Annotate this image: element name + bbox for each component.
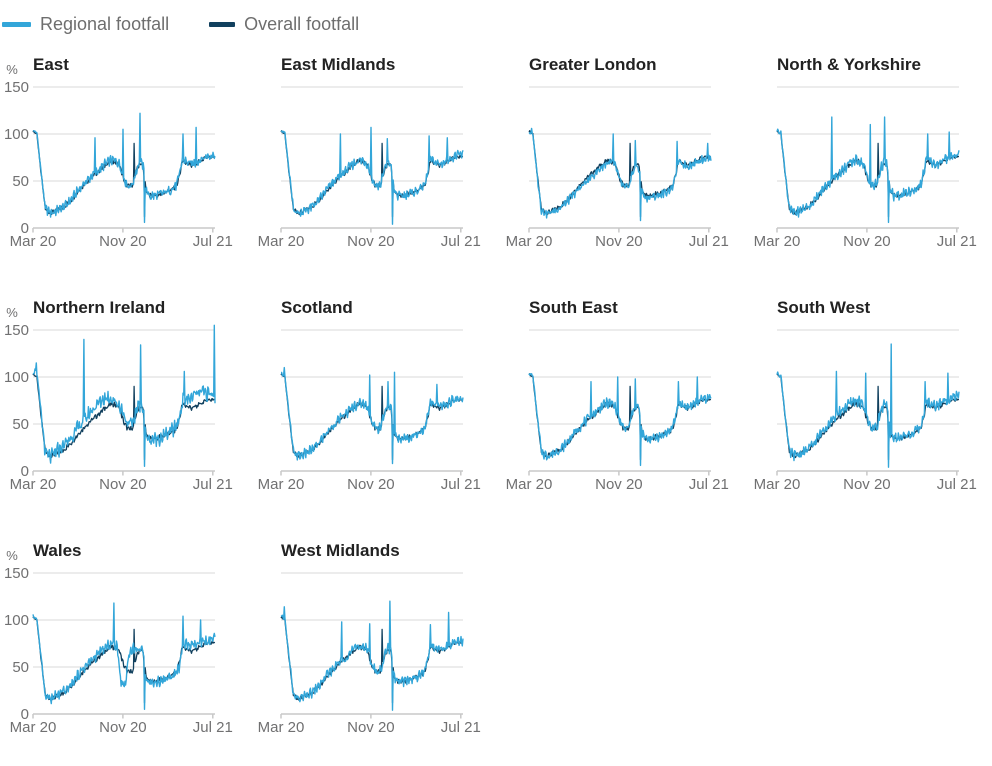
x-tick-label: Mar 20 <box>506 233 553 250</box>
x-tick-label: Jul 21 <box>937 476 977 493</box>
regional-footfall-line <box>32 324 216 468</box>
panel-title-wales: Wales <box>33 541 82 560</box>
panel-title-northern-ireland: Northern Ireland <box>33 298 166 317</box>
panel-title-east: East <box>33 55 69 74</box>
regional-footfall-line <box>280 126 464 225</box>
y-axis-unit-label: % <box>6 305 18 320</box>
x-tick-label: Nov 20 <box>347 476 395 493</box>
y-tick-label: 100 <box>4 126 29 143</box>
x-tick-label: Mar 20 <box>10 719 57 736</box>
x-tick-label: Jul 21 <box>441 476 481 493</box>
panel-south-west: South West Mar 20 Nov 20 Jul 21 <box>744 298 992 496</box>
panel-title-greater-london: Greater London <box>529 55 657 74</box>
y-tick-label: 100 <box>4 612 29 629</box>
y-tick-label: 0 <box>21 220 29 237</box>
panel-east: East Mar 20 Nov 20 Jul 21% 0 50 100 150 <box>0 55 248 253</box>
x-tick-label: Mar 20 <box>258 476 305 493</box>
x-tick-label: Jul 21 <box>689 233 729 250</box>
panel-plot-north-yorkshire: Mar 20 Nov 20 Jul 21 <box>754 86 977 250</box>
panel-title-south-east: South East <box>529 298 618 317</box>
overall-line-swatch-icon <box>209 21 236 27</box>
y-tick-label: 50 <box>12 416 29 433</box>
x-tick-label: Nov 20 <box>99 476 147 493</box>
panel-greater-london: Greater London Mar 20 Nov 20 Jul 21 <box>496 55 744 253</box>
x-tick-label: Jul 21 <box>937 233 977 250</box>
overall-footfall-line <box>776 130 960 218</box>
x-tick-label: Mar 20 <box>506 476 553 493</box>
panel-title-north-yorkshire: North & Yorkshire <box>777 55 921 74</box>
regional-footfall-line <box>281 366 464 465</box>
legend-item-regional: Regional footfall <box>2 13 169 35</box>
y-tick-label: 50 <box>12 173 29 190</box>
regional-line-swatch-icon <box>2 21 31 27</box>
x-tick-label: Jul 21 <box>689 476 729 493</box>
regional-footfall-line <box>32 112 216 224</box>
legend-label-overall: Overall footfall <box>244 14 360 34</box>
panel-west-midlands: West Midlands Mar 20 Nov 20 Jul 21 <box>248 541 496 739</box>
x-tick-label: Jul 21 <box>441 233 481 250</box>
x-tick-label: Mar 20 <box>754 476 801 493</box>
overall-footfall-line <box>528 373 712 461</box>
panel-northern-ireland: Northern Ireland Mar 20 Nov 20 Jul 21% 0 50 10… <box>0 298 248 496</box>
overall-footfall-line <box>280 616 464 704</box>
x-tick-label: Nov 20 <box>347 233 395 250</box>
regional-footfall-line <box>528 127 712 222</box>
overall-footfall-line <box>280 373 464 461</box>
panel-plot-east: Mar 20 Nov 20 Jul 21% 0 50 100 150 <box>4 62 233 250</box>
x-tick-label: Mar 20 <box>258 719 305 736</box>
x-tick-label: Nov 20 <box>347 719 395 736</box>
x-tick-label: Mar 20 <box>754 233 801 250</box>
panel-north-yorkshire: North & Yorkshire Mar 20 Nov 20 Jul 21 <box>744 55 992 253</box>
panel-plot-scotland: Mar 20 Nov 20 Jul 21 <box>258 329 481 493</box>
chart-legend: Regional footfall Overall footfall <box>0 0 992 36</box>
regional-footfall-line <box>280 600 464 711</box>
regional-footfall-line <box>776 116 960 224</box>
x-tick-label: Nov 20 <box>99 719 147 736</box>
regional-footfall-line <box>528 372 712 467</box>
legend-label-regional: Regional footfall <box>40 14 170 34</box>
y-tick-label: 100 <box>4 369 29 386</box>
x-tick-label: Mar 20 <box>258 233 305 250</box>
y-tick-label: 150 <box>4 322 29 339</box>
panel-plot-northern-ireland: Mar 20 Nov 20 Jul 21% 0 50 100 150 <box>4 305 233 493</box>
panel-south-east: South East Mar 20 Nov 20 Jul 21 <box>496 298 744 496</box>
panel-scotland: Scotland Mar 20 Nov 20 Jul 21 <box>248 298 496 496</box>
panel-title-south-west: South West <box>777 298 871 317</box>
x-tick-label: Jul 21 <box>441 719 481 736</box>
x-tick-label: Nov 20 <box>843 233 891 250</box>
y-tick-label: 0 <box>21 463 29 480</box>
x-tick-label: Jul 21 <box>193 719 233 736</box>
overall-footfall-line <box>528 130 712 218</box>
panel-plot-greater-london: Mar 20 Nov 20 Jul 21 <box>506 86 729 250</box>
x-tick-label: Mar 20 <box>10 233 57 250</box>
x-tick-label: Nov 20 <box>99 233 147 250</box>
x-tick-label: Nov 20 <box>843 476 891 493</box>
panel-plot-wales: Mar 20 Nov 20 Jul 21% 0 50 100 150 <box>4 548 233 736</box>
y-axis-unit-label: % <box>6 548 18 563</box>
regional-footfall-line <box>32 602 216 711</box>
x-tick-label: Nov 20 <box>595 233 643 250</box>
y-tick-label: 0 <box>21 706 29 723</box>
x-tick-label: Nov 20 <box>595 476 643 493</box>
panel-title-east-midlands: East Midlands <box>281 55 396 74</box>
x-tick-label: Jul 21 <box>193 476 233 493</box>
small-multiples-grid: East Mar 20 Nov 20 Jul 21% 0 50 100 150 East Mid… <box>0 55 992 739</box>
regional-footfall-line <box>776 343 960 468</box>
x-tick-label: Mar 20 <box>10 476 57 493</box>
panel-plot-west-midlands: Mar 20 Nov 20 Jul 21 <box>258 572 481 736</box>
y-tick-label: 150 <box>4 79 29 96</box>
panel-plot-east-midlands: Mar 20 Nov 20 Jul 21 <box>258 86 481 250</box>
panel-title-west-midlands: West Midlands <box>281 541 400 560</box>
y-axis-unit-label: % <box>6 62 18 77</box>
x-tick-label: Jul 21 <box>193 233 233 250</box>
panel-plot-south-west: Mar 20 Nov 20 Jul 21 <box>754 329 977 493</box>
y-tick-label: 50 <box>12 659 29 676</box>
y-tick-label: 150 <box>4 565 29 582</box>
panel-wales: Wales Mar 20 Nov 20 Jul 21% 0 50 100 150 <box>0 541 248 739</box>
panel-plot-south-east: Mar 20 Nov 20 Jul 21 <box>506 329 729 493</box>
panel-title-scotland: Scotland <box>281 298 353 317</box>
panel-east-midlands: East Midlands Mar 20 Nov 20 Jul 21 <box>248 55 496 253</box>
legend-item-overall: Overall footfall <box>209 13 359 35</box>
